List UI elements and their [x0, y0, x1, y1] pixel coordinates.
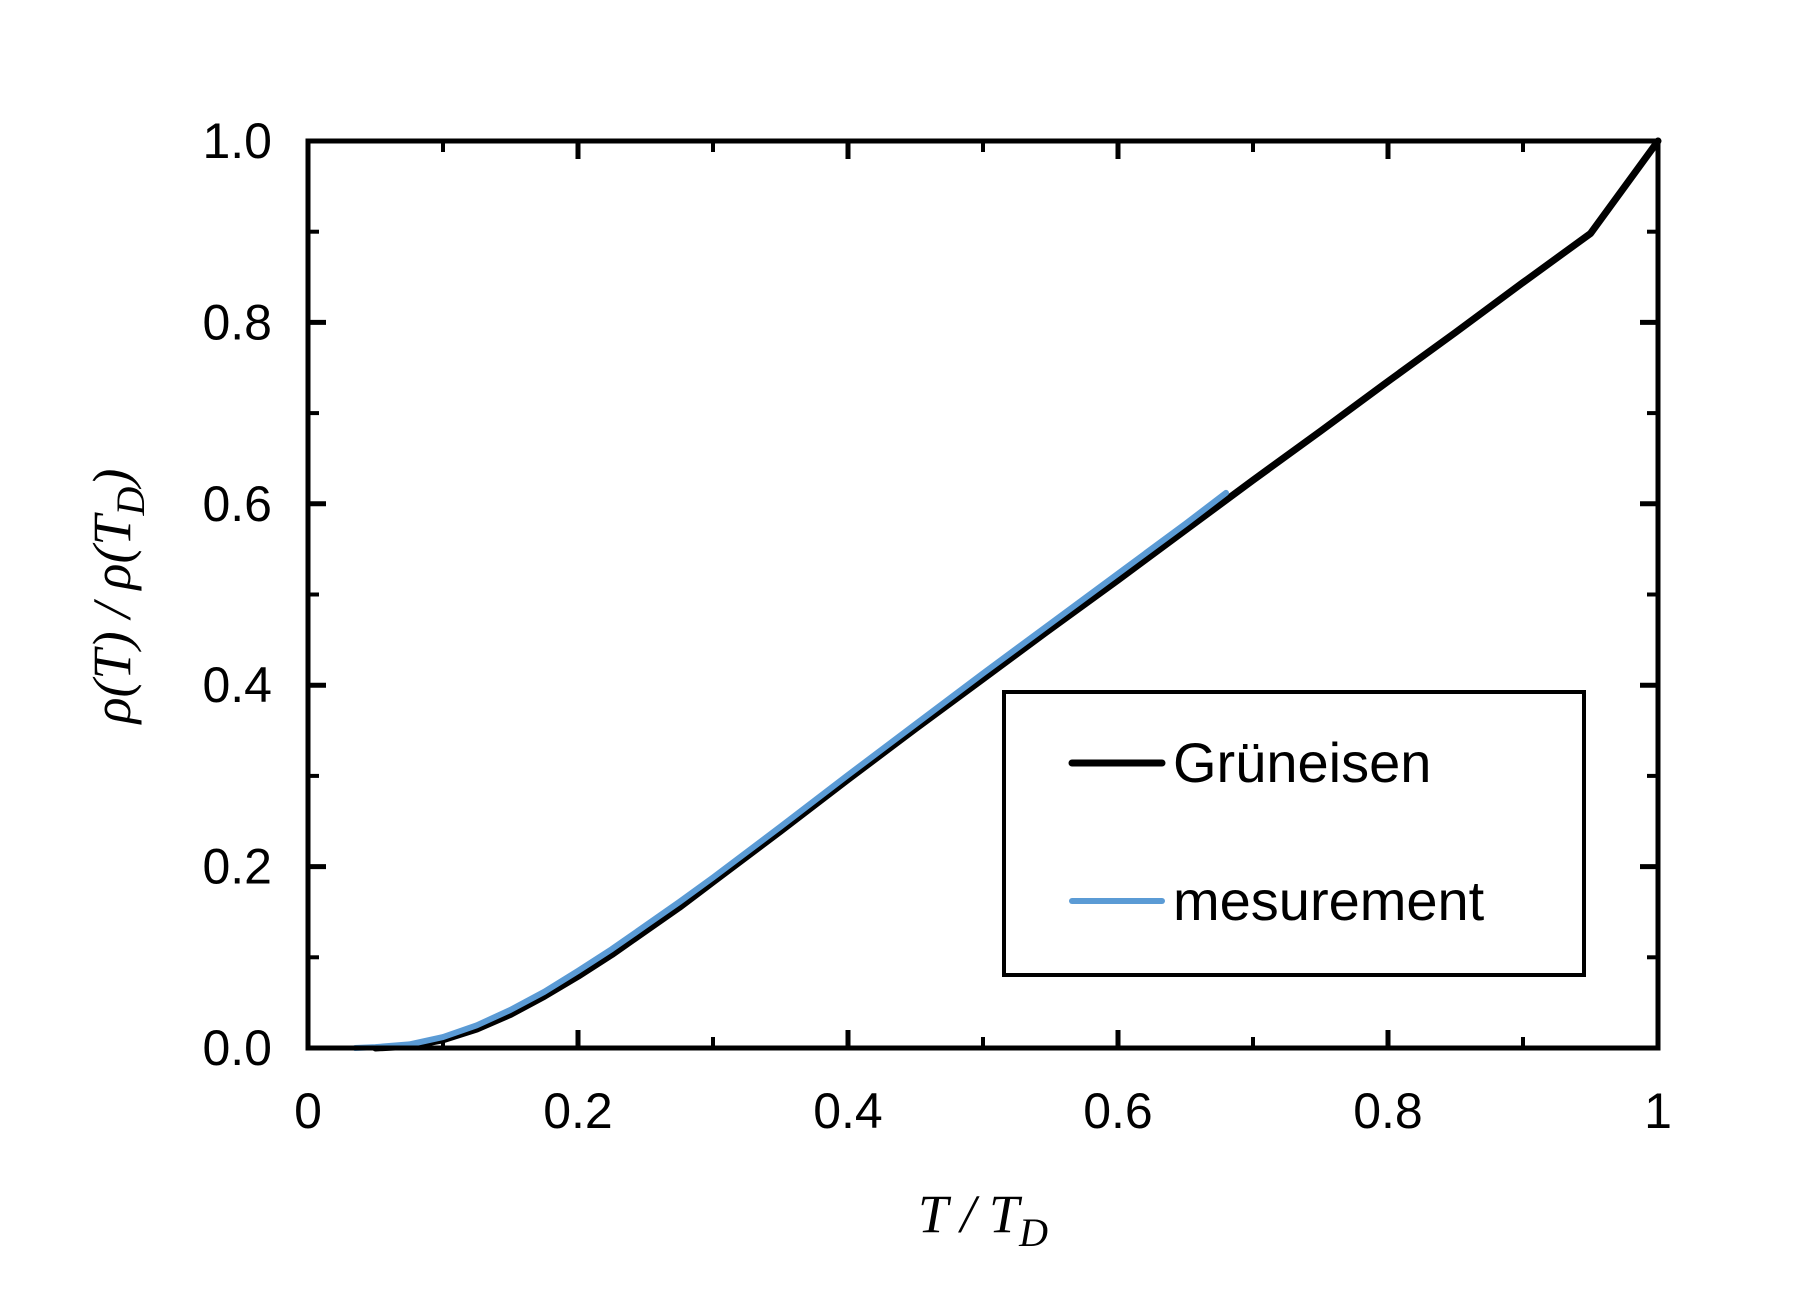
y-axis-title: ρ(T) / ρ(TD): [82, 469, 153, 726]
legend-box: [1002, 690, 1586, 977]
x-axis-title: T / TD: [918, 1184, 1048, 1255]
y-tick-label: 1.0: [202, 113, 272, 169]
series-line-mesurement: [352, 489, 1229, 1051]
y-tick-label: 0.6: [202, 476, 272, 532]
y-axis-title-tail: ): [82, 469, 142, 490]
legend-label-mesurement: mesurement: [1173, 869, 1485, 932]
legend-label-gruneisen: Grüneisen: [1173, 731, 1431, 794]
y-axis-title-subscript: D: [108, 487, 153, 517]
x-axis-title-main: T / T: [918, 1184, 1023, 1244]
x-tick-label: 1: [1644, 1083, 1672, 1139]
legend: Grüneisen mesurement: [1002, 690, 1586, 977]
series-lines: [352, 137, 1662, 1052]
y-axis-title-main: ρ(T) / ρ(T: [82, 512, 142, 726]
y-tick-label: 0.2: [202, 839, 272, 895]
y-tick-label: 0.4: [202, 657, 272, 713]
x-tick-label: 0.6: [1083, 1083, 1153, 1139]
x-tick-label: 0.8: [1353, 1083, 1423, 1139]
plot-frame: [305, 138, 1661, 1051]
y-tick-label: 0.0: [202, 1020, 272, 1076]
x-tick-label: 0.4: [813, 1083, 883, 1139]
x-tick-label: 0.2: [543, 1083, 613, 1139]
y-tick-label: 0.8: [202, 294, 272, 350]
x-tick-label: 0: [294, 1083, 322, 1139]
tick-labels: 0 0.2 0.4 0.6 0.8 1 0.0 0.2 0.4 0.6 0.8 1.0: [202, 113, 1671, 1139]
series-line-gruneisen: [372, 137, 1662, 1052]
x-axis-title-subscript: D: [1018, 1210, 1048, 1255]
